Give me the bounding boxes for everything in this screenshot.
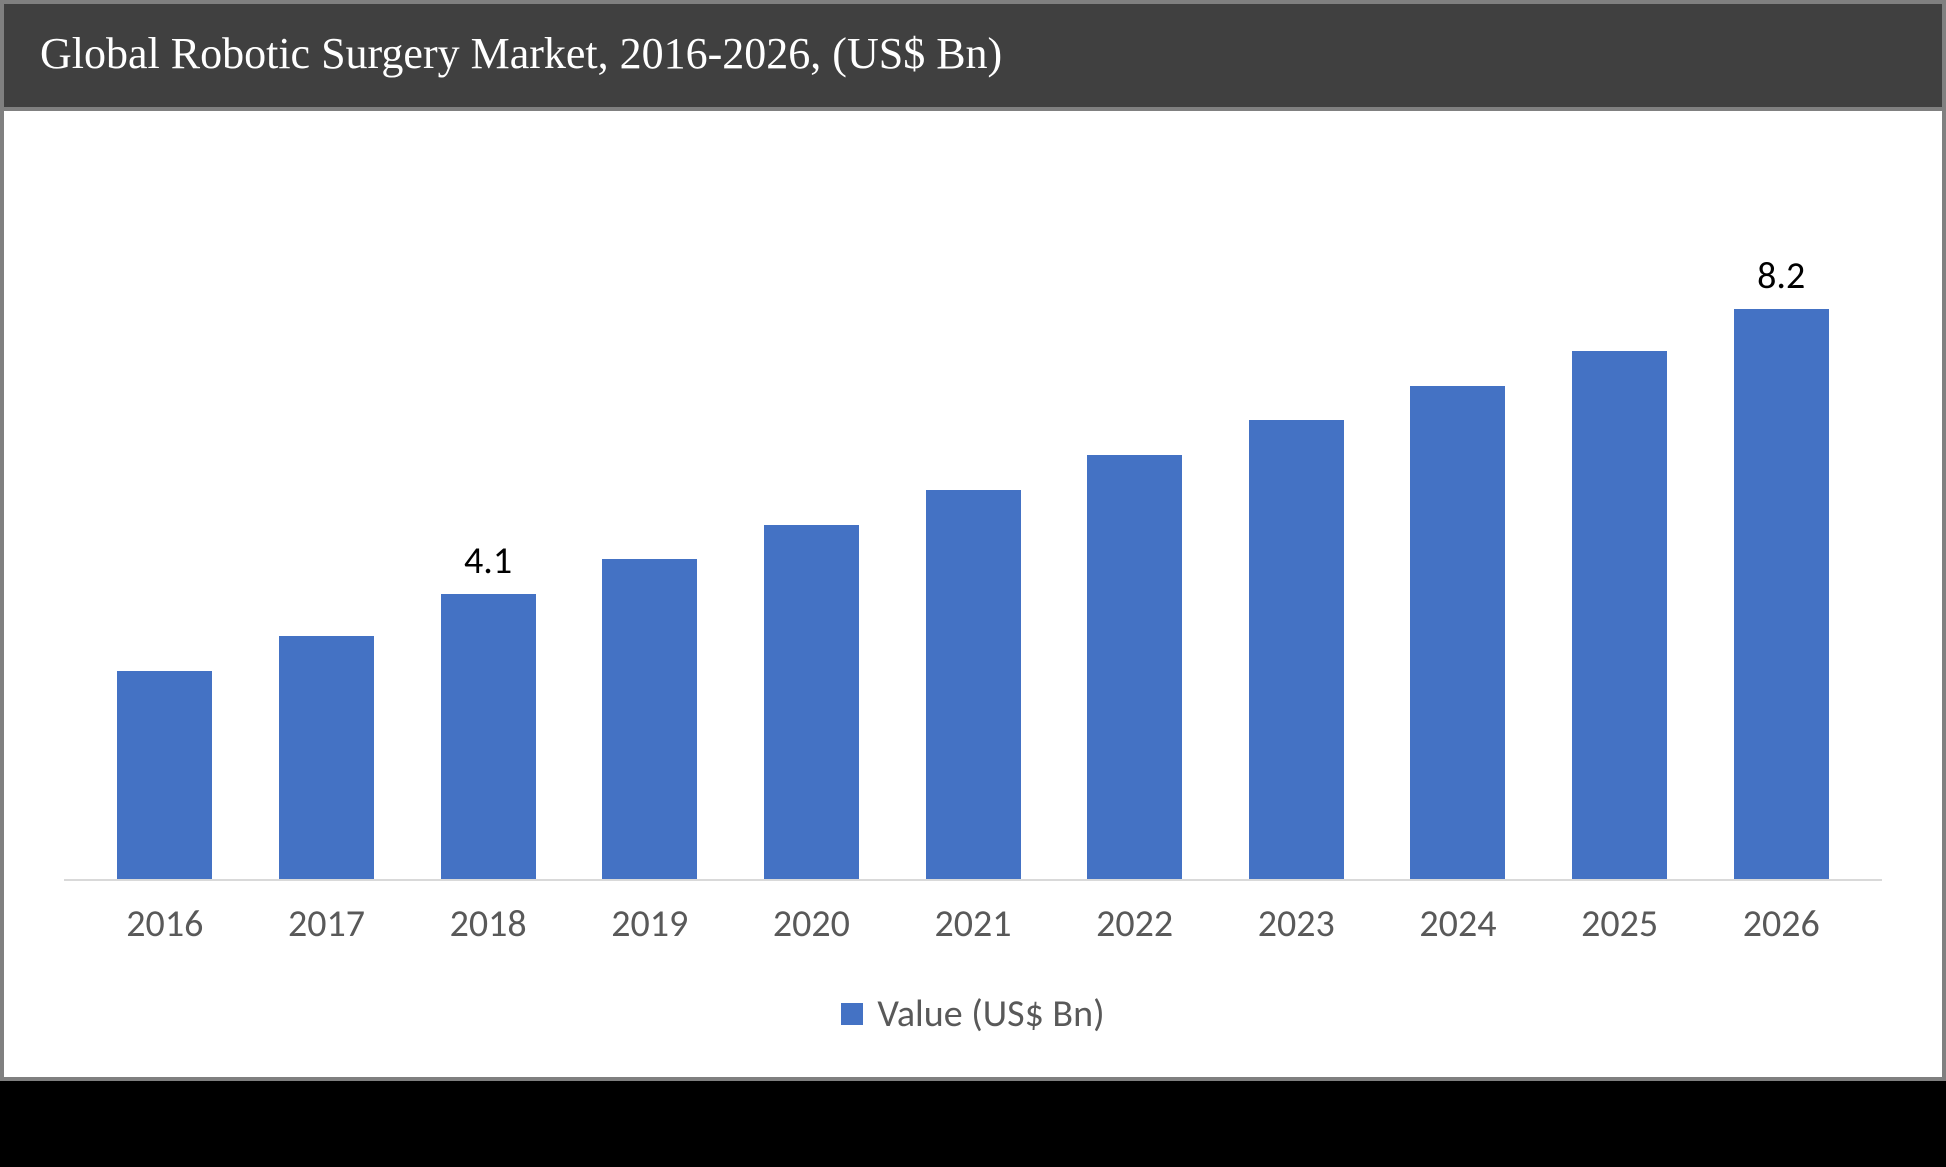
x-axis-tick: 2021 (892, 901, 1054, 947)
x-axis-tick: 2016 (84, 901, 246, 947)
bar-slot (1054, 161, 1216, 879)
bar-slot (892, 161, 1054, 879)
bar-slot (731, 161, 893, 879)
chart-title-bar: Global Robotic Surgery Market, 2016-2026… (4, 4, 1942, 111)
bar (764, 525, 859, 879)
x-axis-tick: 2025 (1539, 901, 1701, 947)
chart-legend: Value (US$ Bn) (64, 991, 1882, 1037)
bar (1410, 386, 1505, 879)
bar-value-label: 8.2 (1757, 253, 1805, 299)
x-axis-tick: 2022 (1054, 901, 1216, 947)
bar-slot: 8.2 (1700, 161, 1862, 879)
bar (1572, 351, 1667, 879)
chart-title: Global Robotic Surgery Market, 2016-2026… (40, 29, 1002, 78)
legend-label: Value (US$ Bn) (877, 991, 1104, 1037)
chart-area: 4.18.2 201620172018201920202021202220232… (4, 111, 1942, 1077)
x-axis-tick: 2020 (731, 901, 893, 947)
bar-slot (1215, 161, 1377, 879)
chart-x-axis: 2016201720182019202020212022202320242025… (64, 901, 1882, 947)
bar-slot (84, 161, 246, 879)
chart-plot: 4.1 8.2 (64, 161, 1882, 881)
bar-slot (246, 161, 408, 879)
bar (926, 490, 1021, 879)
x-axis-tick: 2017 (246, 901, 408, 947)
bar (279, 636, 374, 879)
x-axis-tick: 2018 (407, 901, 569, 947)
bar (117, 671, 212, 879)
x-axis-tick: 2026 (1700, 901, 1862, 947)
bar-slot (569, 161, 731, 879)
bar (441, 594, 536, 879)
bar (1087, 455, 1182, 879)
bar-slot (1539, 161, 1701, 879)
bar (1734, 309, 1829, 879)
bar (602, 559, 697, 879)
x-axis-tick: 2024 (1377, 901, 1539, 947)
x-axis-tick: 2019 (569, 901, 731, 947)
legend-swatch (841, 1003, 863, 1025)
x-axis-tick: 2023 (1215, 901, 1377, 947)
bar (1249, 420, 1344, 879)
bar-slot (1377, 161, 1539, 879)
bar-slot: 4.1 (407, 161, 569, 879)
bar-value-label: 4.1 (464, 538, 512, 584)
chart-frame: Global Robotic Surgery Market, 2016-2026… (0, 0, 1946, 1081)
